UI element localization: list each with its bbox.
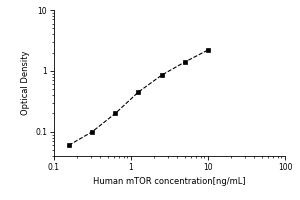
Y-axis label: Optical Density: Optical Density: [20, 51, 29, 115]
X-axis label: Human mTOR concentration[ng/mL]: Human mTOR concentration[ng/mL]: [93, 178, 246, 186]
